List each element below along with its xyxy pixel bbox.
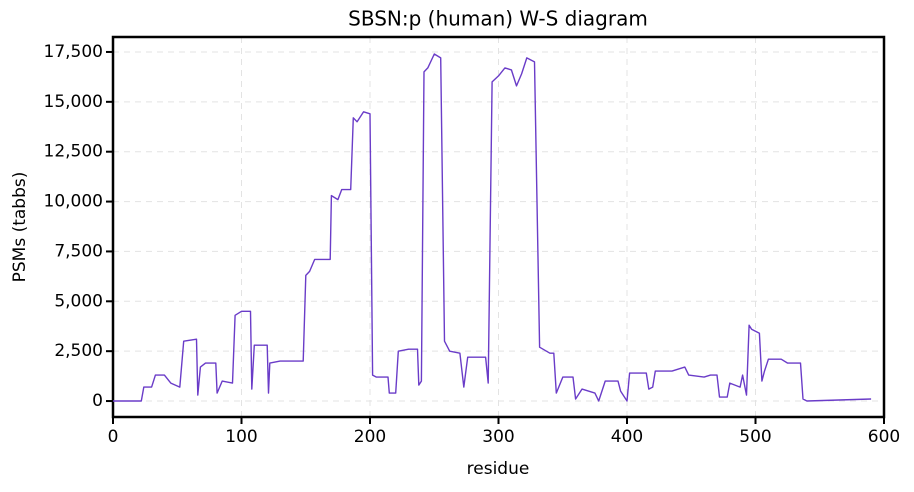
y-tick-label: 5,000 (54, 291, 103, 311)
y-tick-label: 17,500 (44, 42, 103, 62)
y-tick-label: 12,500 (44, 142, 103, 162)
chart-title: SBSN:p (human) W-S diagram (348, 7, 648, 31)
x-tick-label: 600 (868, 427, 900, 447)
y-tick-label: 0 (92, 391, 103, 411)
y-tick-label: 2,500 (54, 341, 103, 361)
x-tick-label: 500 (739, 427, 771, 447)
x-tick-label: 300 (482, 427, 514, 447)
x-tick-label: 200 (354, 427, 386, 447)
data-line (113, 53, 872, 402)
y-tick-label: 10,000 (44, 192, 103, 212)
y-tick-label: 7,500 (54, 241, 103, 261)
x-tick-label: 100 (225, 427, 257, 447)
y-axis-label: PSMs (tabbs) (10, 172, 30, 283)
x-axis-label: residue (467, 459, 530, 479)
x-tick-label: 400 (611, 427, 643, 447)
x-tick-label: 0 (108, 427, 119, 447)
y-tick-label: 15,000 (44, 92, 103, 112)
plot-frame (111, 35, 886, 419)
